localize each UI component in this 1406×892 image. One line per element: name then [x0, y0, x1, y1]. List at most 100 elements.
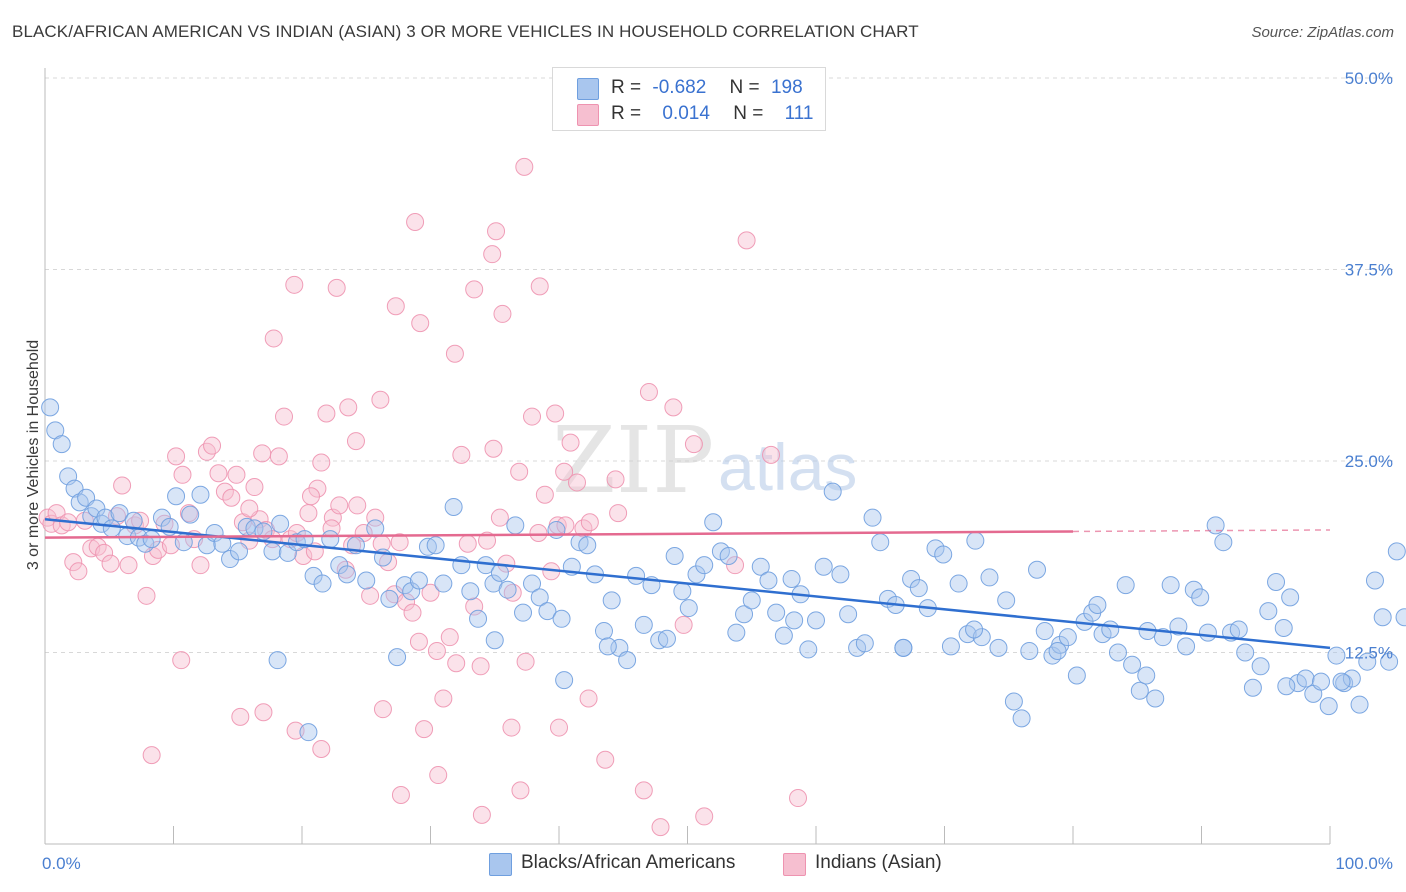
indian-point: [172, 651, 191, 670]
indian-point: [64, 553, 83, 572]
trend-line-indians: [44, 530, 1074, 539]
indian-point: [339, 398, 358, 417]
black-point: [191, 485, 210, 504]
black-point: [1251, 657, 1270, 676]
black-point: [221, 550, 240, 569]
black-point: [594, 622, 613, 641]
black-point: [855, 634, 874, 653]
black-point: [514, 603, 533, 622]
black-point: [719, 546, 738, 565]
indian-point: [429, 766, 448, 785]
black-point: [1365, 571, 1384, 590]
black-point: [997, 591, 1016, 610]
legend-r-value: -0.682: [652, 77, 707, 98]
chart-title: BLACK/AFRICAN AMERICAN VS INDIAN (ASIAN)…: [12, 22, 919, 41]
black-point: [1191, 588, 1210, 607]
indian-point: [789, 789, 808, 808]
black-point: [366, 519, 385, 538]
gridlines: [45, 77, 1395, 653]
black-point: [785, 611, 804, 630]
indian-point: [530, 277, 549, 296]
black-point: [966, 531, 985, 550]
indian-point: [580, 513, 599, 532]
indian-point: [254, 703, 273, 722]
indian-point: [579, 689, 598, 708]
black-point: [490, 563, 509, 582]
indian-point: [490, 508, 509, 527]
black-point: [552, 609, 571, 628]
black-point: [330, 556, 349, 575]
black-point: [673, 582, 692, 601]
black-point: [1012, 709, 1031, 728]
black-point: [41, 398, 60, 417]
black-point: [665, 546, 684, 565]
indian-point: [445, 344, 464, 363]
black-point: [1206, 516, 1225, 535]
black-point: [807, 611, 825, 630]
indian-point: [119, 556, 138, 575]
black-point: [304, 566, 323, 585]
y-tick-label: 25.0%: [1345, 452, 1393, 471]
x-tick-label-min: 0.0%: [42, 854, 81, 873]
indian-point: [391, 785, 410, 804]
black-point: [823, 482, 842, 501]
black-point: [1236, 643, 1255, 662]
indian-point: [695, 807, 714, 826]
black-point: [902, 569, 921, 588]
black-point: [949, 574, 968, 593]
black-point: [1198, 623, 1217, 642]
black-point: [1035, 622, 1054, 641]
legend-n-label: N =: [729, 77, 760, 98]
black-point: [530, 588, 549, 607]
black-point: [1004, 692, 1023, 711]
black-point: [321, 530, 340, 549]
indian-point: [550, 718, 568, 737]
black-point: [814, 557, 833, 576]
indian-point: [511, 781, 530, 800]
black-point: [1319, 697, 1338, 716]
indian-point: [510, 462, 529, 481]
legend-n-value: 198: [770, 77, 803, 98]
indian-point: [503, 583, 522, 602]
black-point: [485, 631, 504, 650]
black-point: [735, 605, 754, 624]
indian-point: [317, 404, 336, 423]
black-point: [602, 591, 621, 610]
indian-point: [390, 533, 409, 552]
indian-point: [529, 524, 548, 543]
black-point: [634, 615, 653, 634]
black-point: [799, 640, 818, 659]
black-point: [839, 605, 858, 624]
black-point: [167, 487, 186, 506]
black-point: [263, 542, 282, 561]
black-point: [687, 565, 706, 584]
indian-point: [484, 439, 503, 458]
indian-point: [142, 746, 161, 765]
trend-line-indians-extension: [1072, 529, 1331, 533]
legend-swatch-pink: [577, 104, 599, 126]
indian-point: [546, 404, 565, 423]
y-tick-label: 12.5%: [1345, 644, 1393, 663]
black-point: [110, 504, 129, 523]
indian-point: [403, 603, 422, 622]
indian-point: [567, 473, 586, 492]
indian-point: [101, 554, 120, 573]
black-point: [767, 603, 786, 622]
black-point: [555, 671, 574, 690]
indian-point: [264, 329, 283, 348]
black-point: [1130, 681, 1149, 700]
indian-point: [348, 496, 367, 515]
black-point: [1067, 666, 1086, 685]
black-point: [627, 566, 646, 585]
indian-point: [684, 435, 703, 454]
indian-point: [373, 700, 392, 719]
black-point: [831, 565, 850, 584]
indian-point: [596, 750, 615, 769]
black-point: [268, 651, 287, 670]
indian-point: [312, 740, 331, 759]
indian-point: [465, 280, 484, 299]
black-point: [1387, 542, 1406, 561]
x-tick-label-max: 100.0%: [1335, 854, 1393, 873]
black-point: [136, 534, 155, 553]
indian-point: [173, 465, 192, 484]
